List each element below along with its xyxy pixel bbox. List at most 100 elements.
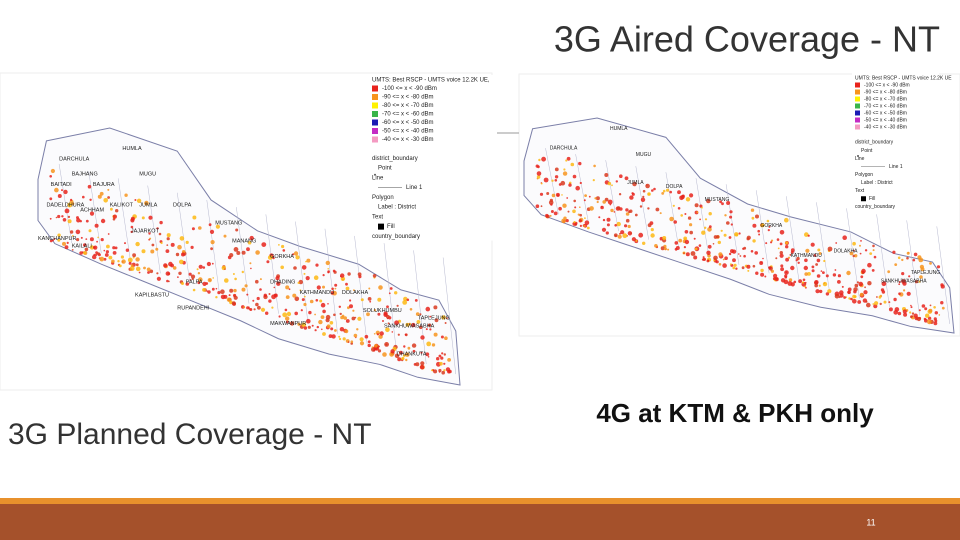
coverage-dot bbox=[425, 328, 428, 331]
coverage-dot bbox=[924, 307, 928, 311]
coverage-dot bbox=[379, 331, 384, 336]
coverage-dot bbox=[679, 195, 684, 201]
coverage-dot bbox=[918, 280, 921, 283]
coverage-dot bbox=[721, 202, 724, 206]
coverage-dot bbox=[615, 180, 618, 183]
coverage-dot bbox=[67, 219, 72, 224]
coverage-dot bbox=[540, 205, 543, 208]
coverage-dot bbox=[224, 268, 226, 270]
coverage-dot bbox=[627, 231, 633, 236]
coverage-dot bbox=[540, 182, 543, 185]
coverage-dot bbox=[897, 311, 902, 316]
coverage-dot bbox=[156, 272, 159, 275]
district-boundary bbox=[755, 190, 770, 274]
coverage-dot bbox=[334, 329, 337, 332]
coverage-dot bbox=[88, 229, 92, 233]
coverage-dot bbox=[369, 300, 372, 303]
coverage-dot bbox=[170, 242, 175, 247]
coverage-dot bbox=[155, 247, 159, 251]
coverage-dot bbox=[366, 312, 370, 317]
coverage-dot bbox=[560, 180, 566, 186]
coverage-dot bbox=[666, 188, 670, 192]
coverage-dot bbox=[62, 218, 67, 222]
legend-label: -100 <= x < -90 dBm bbox=[382, 86, 437, 92]
coverage-dot bbox=[308, 310, 312, 315]
coverage-dot bbox=[735, 267, 738, 270]
legend-fill bbox=[861, 196, 866, 202]
coverage-dot bbox=[864, 249, 868, 252]
district-label: JAJARKOT bbox=[131, 228, 160, 234]
coverage-dot bbox=[97, 236, 99, 239]
coverage-dot bbox=[136, 198, 142, 203]
coverage-dot bbox=[172, 266, 177, 270]
coverage-dot bbox=[106, 244, 110, 249]
coverage-dot bbox=[235, 228, 239, 232]
district-boundary bbox=[324, 228, 338, 334]
coverage-dot bbox=[767, 229, 770, 232]
coverage-dot bbox=[843, 296, 846, 299]
coverage-dot bbox=[551, 179, 554, 182]
coverage-dot bbox=[431, 343, 436, 347]
coverage-dot bbox=[118, 264, 122, 268]
coverage-dot bbox=[141, 216, 145, 220]
legend-title: UMTS: Best RSCP - UMTS voice 12.2K UE, bbox=[372, 78, 490, 84]
coverage-dot bbox=[645, 183, 650, 189]
coverage-dot bbox=[349, 299, 352, 302]
coverage-dot bbox=[842, 235, 847, 240]
coverage-dot bbox=[602, 218, 606, 222]
district-label: DHANKUTA bbox=[397, 352, 427, 358]
coverage-dot bbox=[273, 286, 276, 289]
coverage-dot bbox=[604, 173, 609, 177]
coverage-dot bbox=[920, 267, 925, 272]
coverage-dot bbox=[321, 328, 323, 331]
coverage-dot bbox=[364, 334, 369, 339]
coverage-dot bbox=[298, 279, 303, 285]
coverage-dot bbox=[377, 349, 382, 353]
coverage-dot bbox=[642, 195, 645, 198]
coverage-dot bbox=[867, 281, 872, 286]
coverage-dot bbox=[339, 312, 342, 316]
coverage-dot bbox=[107, 233, 110, 235]
coverage-dot bbox=[586, 226, 590, 230]
coverage-dot bbox=[642, 189, 646, 193]
coverage-dot bbox=[112, 251, 117, 255]
legend-label: -70 <= x < -60 dBm bbox=[864, 103, 907, 109]
coverage-dot bbox=[192, 215, 197, 220]
coverage-dot bbox=[872, 303, 875, 305]
coverage-dot bbox=[52, 239, 54, 242]
coverage-dot bbox=[726, 221, 730, 225]
coverage-dot bbox=[354, 316, 357, 319]
coverage-dot bbox=[357, 316, 362, 321]
coverage-dot bbox=[804, 285, 807, 288]
coverage-dot bbox=[790, 248, 795, 253]
coverage-dot bbox=[377, 312, 381, 316]
coverage-dot bbox=[729, 215, 733, 219]
coverage-dot bbox=[224, 278, 229, 283]
coverage-dot bbox=[553, 211, 558, 216]
coverage-dot bbox=[785, 257, 789, 262]
coverage-dot bbox=[876, 296, 878, 298]
coverage-dot bbox=[866, 302, 871, 308]
coverage-dot bbox=[816, 274, 821, 278]
coverage-dot bbox=[189, 279, 192, 281]
coverage-dot bbox=[404, 333, 407, 336]
district-label: DOLAKHA bbox=[342, 290, 369, 296]
coverage-dot bbox=[923, 317, 927, 321]
coverage-dot bbox=[220, 289, 225, 295]
coverage-dot bbox=[436, 357, 440, 361]
coverage-dot bbox=[427, 356, 430, 358]
coverage-dot bbox=[70, 198, 73, 201]
coverage-dot bbox=[246, 293, 249, 296]
district-boundary bbox=[117, 178, 132, 264]
coverage-dot bbox=[85, 238, 88, 241]
coverage-dot bbox=[438, 368, 442, 373]
coverage-dot bbox=[734, 232, 739, 237]
coverage-dot bbox=[820, 270, 823, 272]
coverage-dot bbox=[593, 164, 596, 168]
coverage-dot bbox=[316, 285, 321, 290]
coverage-dot bbox=[440, 335, 444, 339]
coverage-dot bbox=[673, 220, 677, 224]
coverage-dot bbox=[402, 354, 406, 357]
coverage-dot bbox=[396, 304, 399, 307]
legend-label: country_boundary bbox=[855, 204, 896, 210]
